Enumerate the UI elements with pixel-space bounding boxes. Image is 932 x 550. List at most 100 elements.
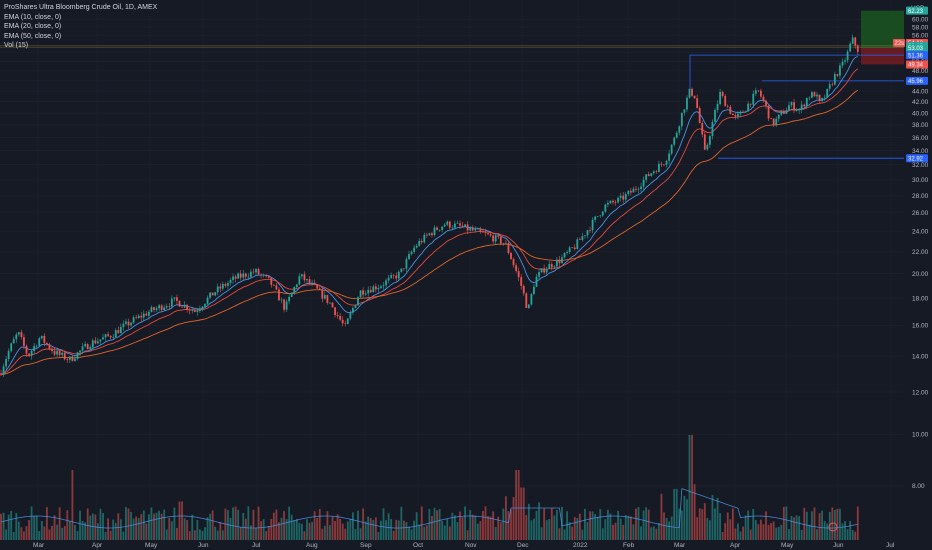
candle-body — [599, 215, 602, 217]
candle-body — [525, 293, 528, 308]
volume-bar — [629, 516, 632, 540]
volume-bar — [295, 519, 298, 540]
candle-body — [415, 245, 418, 248]
candle-body — [382, 285, 385, 287]
candle-body — [696, 98, 699, 109]
candle-body — [831, 84, 834, 85]
candle-body — [12, 339, 15, 344]
volume-bar — [782, 506, 785, 540]
candle-body — [311, 282, 313, 284]
volume-bar — [117, 513, 120, 540]
candle-body — [476, 228, 479, 230]
candle-body — [584, 235, 586, 237]
candle-body — [410, 251, 413, 255]
candle-body — [645, 174, 648, 180]
candle-body — [443, 224, 446, 227]
volume-bar — [693, 484, 696, 540]
volume-bar — [691, 435, 693, 540]
legend-ema50[interactable]: EMA (50, close, 0) — [4, 32, 62, 40]
volume-bar — [658, 522, 660, 540]
candle-body — [206, 297, 209, 304]
candle-body — [686, 97, 688, 110]
volume-bar — [428, 509, 431, 540]
volume-bar — [505, 496, 507, 540]
candle-body — [354, 305, 357, 308]
volume-bar — [15, 512, 18, 540]
candle-body — [295, 284, 298, 288]
volume-bar — [188, 531, 191, 540]
candle-body — [714, 109, 716, 122]
volume-bar — [846, 528, 849, 540]
candle-body — [558, 259, 561, 264]
volume-bar — [499, 522, 502, 540]
candle-body — [816, 94, 818, 97]
candle-body — [624, 194, 627, 200]
volume-bar — [221, 530, 224, 540]
candle-body — [660, 163, 663, 165]
legend-ema10[interactable]: EMA (10, close, 0) — [4, 13, 62, 21]
candle-body — [163, 307, 166, 310]
y-tick-label: 34.00 — [912, 148, 929, 155]
volume-bar — [346, 521, 349, 540]
volume-bar — [183, 518, 186, 540]
volume-bar — [201, 530, 204, 540]
volume-bar — [336, 514, 339, 540]
volume-bar — [770, 523, 772, 540]
candle-body — [721, 91, 724, 97]
candle-body — [507, 243, 510, 254]
candle-body — [675, 132, 678, 138]
candle-body — [201, 306, 204, 310]
candle-body — [691, 88, 693, 96]
candle-body — [731, 113, 734, 116]
legend-title: ProShares Ultra Bloomberg Crude Oil, 1D,… — [4, 4, 158, 11]
volume-bar — [823, 521, 826, 540]
x-tick-label: Nov — [465, 542, 477, 549]
candle-body — [272, 284, 275, 286]
candle-body — [255, 269, 257, 273]
candle-body — [576, 239, 579, 250]
volume-bar — [742, 526, 744, 540]
volume-bar — [43, 526, 46, 540]
candle-body — [607, 202, 609, 205]
flag-label: 22s — [895, 41, 905, 47]
volume-bar — [854, 531, 857, 540]
legend-vol[interactable]: Vol (15) — [4, 42, 29, 49]
volume-bar — [199, 529, 201, 540]
candle-body — [788, 105, 790, 111]
volume-bar — [836, 508, 839, 540]
candle-body — [614, 202, 617, 203]
volume-bar — [38, 531, 41, 540]
candle-body — [673, 137, 676, 145]
price-axis: USD8.0010.0012.0014.0016.0018.0020.0022.… — [893, 0, 932, 550]
volume-bar — [209, 513, 211, 540]
volume-bar — [706, 518, 709, 540]
candle-body — [775, 118, 778, 126]
volume-bar — [148, 514, 150, 540]
y-tick-label: 56.00 — [912, 32, 929, 39]
candle-body — [451, 227, 454, 229]
candle-body — [527, 304, 530, 308]
volume-bar — [25, 526, 28, 540]
candle-body — [232, 276, 234, 280]
y-tick-label: 16.00 — [912, 323, 929, 330]
volume-bar — [97, 523, 99, 540]
volume-bar — [441, 521, 444, 540]
candle-body — [109, 335, 112, 338]
volume-bar — [502, 508, 505, 540]
candle-body — [352, 307, 354, 313]
candle-body — [344, 323, 347, 325]
y-tick-label: 20.00 — [912, 271, 929, 278]
volume-bar — [601, 528, 604, 540]
chart-legend: ProShares Ultra Bloomberg Crude Oil, 1D,… — [4, 3, 157, 51]
volume-bar — [775, 527, 778, 540]
x-tick-label: Mar — [33, 542, 45, 549]
volume-bar — [359, 528, 362, 540]
volume-bar — [456, 522, 459, 540]
legend-ema20[interactable]: EMA (20, close, 0) — [4, 23, 62, 30]
candle-body — [278, 289, 280, 301]
candle-body — [581, 236, 584, 240]
level-tag-bg — [906, 154, 928, 163]
volume-bar — [454, 515, 456, 540]
candle-body — [800, 104, 803, 110]
